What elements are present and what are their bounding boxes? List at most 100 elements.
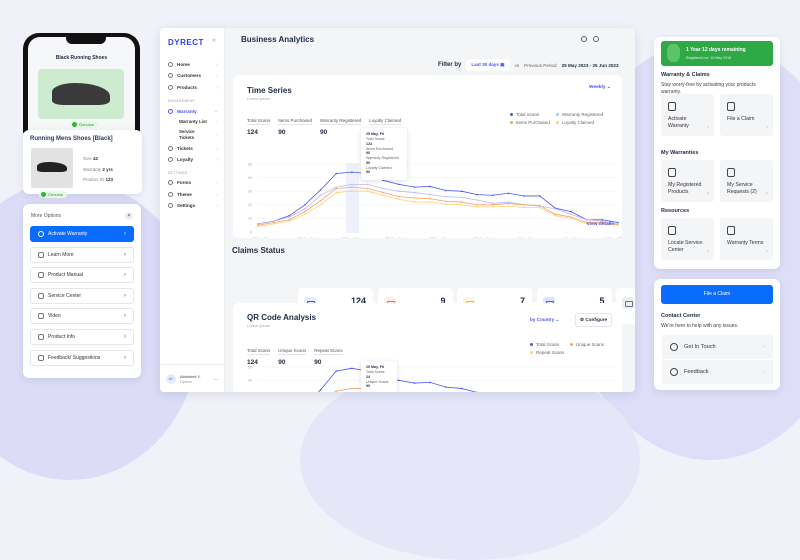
chevron-right-icon: ›: [124, 293, 126, 299]
option-product-manual[interactable]: Product Manual›: [30, 267, 134, 283]
data-point: [414, 186, 416, 188]
data-point: [273, 220, 275, 222]
sidebar-item-service-tickets[interactable]: Service Tickets›: [179, 129, 218, 141]
headset-icon: [670, 343, 678, 351]
product-image: Genuine: [38, 69, 124, 119]
option-service-center[interactable]: Service Center›: [30, 288, 134, 304]
option-feedback-suggestions[interactable]: Feedback/ Suggestions›: [30, 350, 134, 366]
get-in-touch-item[interactable]: Get In Touch›: [662, 335, 773, 359]
data-point: [289, 219, 291, 221]
data-point: [273, 222, 275, 224]
user-profile[interactable]: AY Abhishek Y.Dyrect ...: [160, 364, 224, 392]
sidebar-item-theme[interactable]: Theme›: [168, 190, 218, 198]
data-point: [539, 207, 541, 209]
data-point: [257, 223, 259, 225]
data-point: [382, 192, 384, 194]
hover-band: [346, 163, 359, 233]
option-video[interactable]: Video›: [30, 308, 134, 324]
spec-size: Size 42: [83, 154, 113, 165]
data-point: [351, 388, 353, 390]
tile-my-service-requests-[interactable]: My Service Requests (2)›: [720, 160, 773, 202]
ticket-icon: [622, 297, 634, 309]
home-icon: [168, 62, 173, 67]
tile-file-a-claim[interactable]: File a Claim›: [720, 94, 773, 136]
close-icon[interactable]: ×: [125, 212, 133, 220]
search-icon[interactable]: [581, 36, 587, 42]
data-point: [429, 194, 431, 196]
section-label: SETTINGS: [168, 171, 187, 175]
sidebar-item-loyalty[interactable]: Loyalty›: [168, 155, 218, 163]
tile-locate-service-center[interactable]: Locate Service Center›: [661, 218, 714, 260]
data-point: [617, 224, 619, 226]
option-learn-more[interactable]: Learn More›: [30, 247, 134, 263]
file-claim-button[interactable]: File a Claim: [661, 285, 773, 304]
sidebar-item-tickets[interactable]: Tickets›: [168, 144, 218, 152]
data-point: [445, 386, 447, 388]
page-title: Business Analytics: [241, 35, 314, 44]
product-card: Running Mens Shoes [Black] Genuine Size …: [23, 130, 142, 194]
chevron-right-icon: ›: [124, 313, 126, 319]
data-point: [398, 190, 400, 192]
dashboard-window: DYRECT « Home› Customers› Products› ENGA…: [160, 28, 635, 392]
sidebar-item-home[interactable]: Home›: [168, 60, 218, 68]
sidebar-item-warranty-list[interactable]: Warranty List›: [179, 119, 218, 124]
help-icon[interactable]: [593, 36, 599, 42]
tile-activate-warranty[interactable]: Activate Warranty›: [661, 94, 714, 136]
data-point: [320, 389, 322, 391]
data-point: [398, 196, 400, 198]
data-point: [461, 201, 463, 203]
tile-warranty-terms[interactable]: Warranty Terms›: [720, 218, 773, 260]
data-point: [445, 203, 447, 205]
data-point: [429, 186, 431, 188]
data-point: [335, 186, 337, 188]
collapse-icon[interactable]: «: [212, 37, 216, 44]
forms-icon: [168, 180, 173, 185]
sidebar-item-forms[interactable]: Forms›: [168, 178, 218, 186]
data-point: [570, 216, 572, 218]
series-line-items-purchased: [258, 184, 618, 223]
option-activate-warranty[interactable]: Activate Warranty›: [30, 226, 134, 242]
data-point: [461, 388, 463, 390]
ticket-icon: [168, 146, 173, 151]
y-tick-label: 0: [250, 230, 252, 234]
document-icon: [727, 102, 735, 111]
tile-my-registered-products[interactable]: My Registered Products›: [661, 160, 714, 202]
data-point: [617, 222, 619, 224]
more-icon[interactable]: ...: [214, 376, 218, 382]
data-point: [257, 226, 259, 228]
contact-panel: File a Claim Contact Center We're here t…: [654, 279, 780, 390]
data-point: [461, 197, 463, 199]
sidebar-item-products[interactable]: Products›: [168, 83, 218, 91]
data-point: [304, 204, 306, 206]
genuine-badge: Genuine: [70, 121, 98, 128]
sidebar-item-customers[interactable]: Customers›: [168, 71, 218, 79]
data-point: [335, 173, 337, 175]
more-options-panel: More Options × Activate Warranty›Learn M…: [23, 204, 141, 378]
data-point: [539, 205, 541, 207]
sidebar-item-warranty[interactable]: Warranty⌄: [168, 107, 218, 115]
option-product-info[interactable]: Product Info›: [30, 329, 134, 345]
data-point: [351, 184, 353, 186]
data-point: [320, 194, 322, 196]
chevron-right-icon: ›: [124, 355, 126, 361]
data-point: [367, 190, 369, 192]
data-point: [304, 211, 306, 213]
date-filter-dropdown[interactable]: Last 30 days ▣: [466, 59, 509, 71]
data-point: [476, 204, 478, 206]
data-point: [414, 197, 416, 199]
data-point: [555, 208, 557, 210]
data-point: [335, 390, 337, 392]
sidebar-item-settings[interactable]: Settings›: [168, 201, 218, 209]
y-tick-label: 20: [248, 203, 252, 207]
data-point: [414, 201, 416, 203]
data-point: [320, 204, 322, 206]
view-details-link[interactable]: View details: [587, 222, 614, 227]
feedback-item[interactable]: Feedback›: [662, 360, 773, 384]
x-tick-label: 19 May, Fri: [298, 237, 315, 238]
data-point: [382, 194, 384, 196]
data-point: [414, 382, 416, 384]
data-point: [492, 206, 494, 208]
data-point: [476, 194, 478, 196]
